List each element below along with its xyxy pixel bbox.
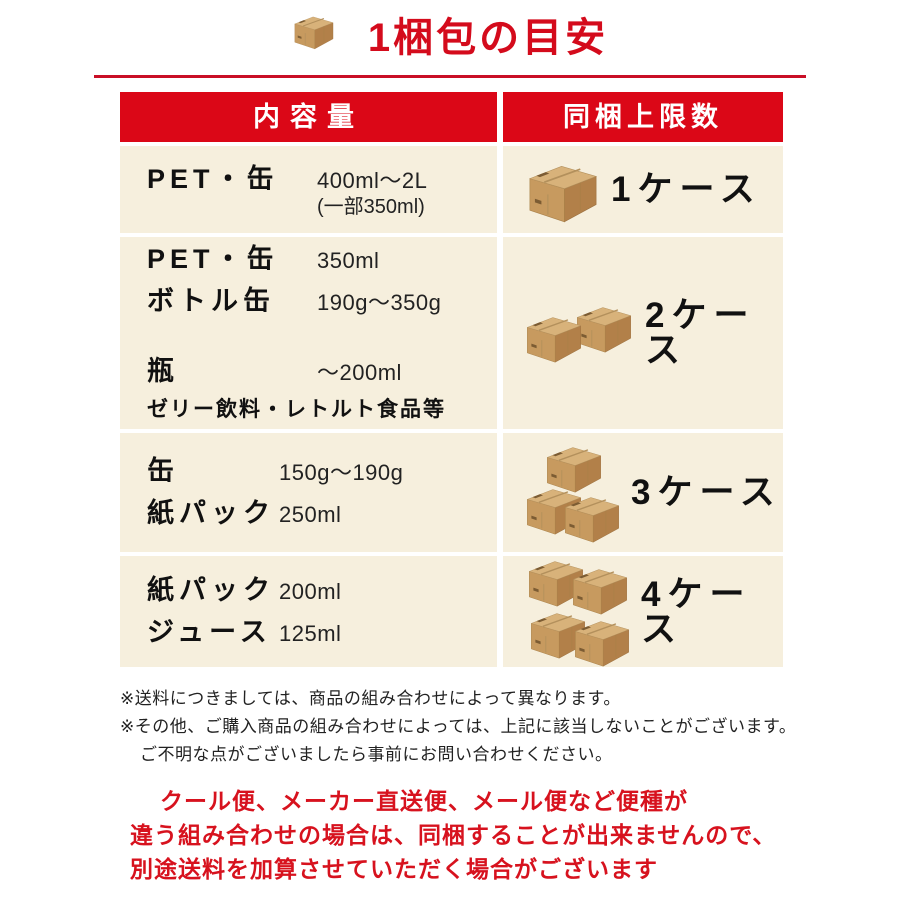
combination-note: ※その他、ご購入商品の組み合わせによっては、上記に該当しないことがございます。 <box>120 717 797 736</box>
content-line: 缶 150g〜190g <box>147 451 497 493</box>
case-count-label: 4ケース <box>641 574 752 649</box>
volume-value: 150g〜190g <box>279 459 404 485</box>
table-row-contents: 紙パック 200ml ジュース 125ml <box>120 556 497 667</box>
container-type-label: 紙パック <box>147 574 275 605</box>
shipping-note: ※送料につきましては、商品の組み合わせによって異なります。 <box>120 689 621 708</box>
container-type-label: ジュース <box>147 616 272 647</box>
container-type-label: 缶 <box>147 455 179 486</box>
content-line: PET・缶 350ml <box>147 239 497 281</box>
volume-value: 200ml <box>279 578 342 604</box>
container-type-label: ボトル缶 <box>147 286 275 316</box>
warning-line: 違う組み合わせの場合は、同梱することが出来ませんので、 <box>130 822 777 848</box>
content-line: 瓶 〜200ml <box>147 351 497 393</box>
volume-value: 190g〜350g <box>317 290 442 315</box>
content-line: PET・缶 400ml〜2L (一部350ml) <box>147 159 497 220</box>
content-line: 紙パック 200ml <box>147 570 497 612</box>
case-count-label: 1ケース <box>611 170 762 209</box>
column-header-contents: 内容量 <box>120 92 497 142</box>
container-type-label: PET・缶 <box>147 244 279 274</box>
footnotes: ※送料につきましては、商品の組み合わせによって異なります。 ※その他、ご購入商品… <box>120 685 900 769</box>
cardboard-box-stack-icon <box>528 560 630 667</box>
shipping-warning: クール便、メーカー直送便、メール便など便種が 違う組み合わせの場合は、同梱するこ… <box>130 784 900 886</box>
container-type-label: 紙パック <box>147 497 275 528</box>
container-type-label: PET・缶 <box>147 164 279 194</box>
warning-line: 別途送料を加算させていただく場合がございます <box>130 856 658 882</box>
table-row-cases: 3ケース <box>503 433 783 552</box>
cardboard-box-stack-icon <box>529 164 597 223</box>
volume-value: 125ml <box>279 620 342 646</box>
volume-value: 250ml <box>279 501 342 527</box>
packing-table: 内容量 同梱上限数 PET・缶 400ml〜2L (一部350ml) 1ケース … <box>120 92 783 667</box>
content-line: ボトル缶 190g〜350g <box>147 281 497 323</box>
volume-value: 〜200ml <box>317 360 402 385</box>
volume-value-sub: (一部350ml) <box>317 196 425 218</box>
category-note: ゼリー飲料・レトルト食品等 <box>147 398 446 421</box>
cardboard-box-stack-icon <box>526 446 620 543</box>
table-row-contents: PET・缶 400ml〜2L (一部350ml) <box>120 146 497 233</box>
table-row-contents: 缶 150g〜190g 紙パック 250ml <box>120 433 497 552</box>
column-header-max-cases: 同梱上限数 <box>503 92 783 142</box>
case-count-label: 2ケース <box>645 296 756 370</box>
content-line: ジュース 125ml <box>147 612 497 654</box>
inquiry-note: ご不明な点がございましたら事前にお問い合わせください。 <box>140 745 613 764</box>
table-row-contents: PET・缶 350ml ボトル缶 190g〜350g 瓶 〜200ml ゼリー飲… <box>120 237 497 429</box>
warning-line: クール便、メーカー直送便、メール便など便種が <box>160 788 688 814</box>
table-row-cases: 2ケース <box>503 237 783 429</box>
volume-value: 350ml <box>317 248 380 273</box>
content-line: 紙パック 250ml <box>147 493 497 535</box>
case-count-label: 3ケース <box>631 473 782 512</box>
container-type-label: 瓶 <box>147 356 179 386</box>
title-header: 1梱包の目安 <box>0 0 900 66</box>
table-row-cases: 1ケース <box>503 146 783 233</box>
cardboard-box-icon <box>294 16 334 50</box>
volume-value: 400ml〜2L <box>317 168 428 193</box>
table-row-cases: 4ケース <box>503 556 783 667</box>
title-divider <box>94 75 806 78</box>
page-title: 1梱包の目安 <box>367 16 609 60</box>
cardboard-box-stack-icon <box>526 306 632 363</box>
